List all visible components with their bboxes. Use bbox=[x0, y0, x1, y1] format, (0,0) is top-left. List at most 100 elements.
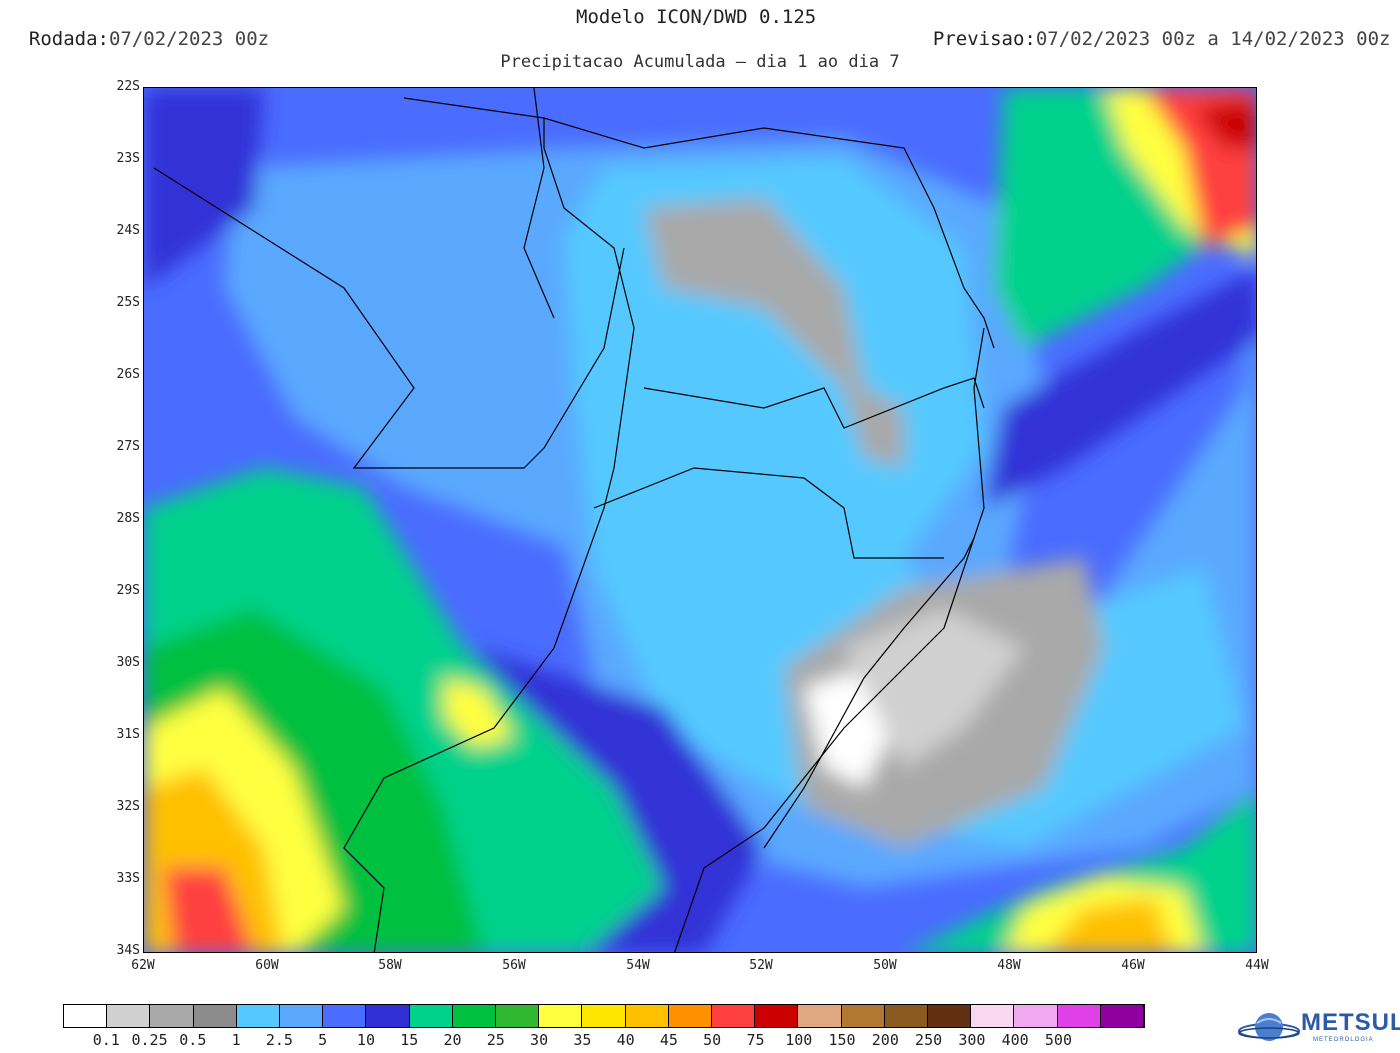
legend-swatch bbox=[409, 1005, 453, 1027]
legend-label: 30 bbox=[530, 1031, 549, 1049]
border-line bbox=[674, 327, 985, 952]
legend-swatch bbox=[280, 1005, 324, 1027]
legend-swatch bbox=[971, 1005, 1015, 1027]
legend-label: 50 bbox=[703, 1031, 722, 1049]
legend-label: 0.5 bbox=[179, 1031, 207, 1049]
lat-tick-label: 28S bbox=[116, 511, 140, 526]
lat-tick-label: 26S bbox=[116, 367, 140, 382]
legend-swatch bbox=[1100, 1005, 1145, 1027]
lon-tick-label: 58W bbox=[378, 958, 402, 973]
legend-swatch bbox=[539, 1005, 583, 1027]
band-0.5-center bbox=[644, 198, 904, 468]
lon-tick-label: 44W bbox=[1245, 958, 1269, 973]
band-10-east bbox=[984, 269, 1256, 508]
legend-label: 150 bbox=[828, 1031, 856, 1049]
lat-tick-label: 30S bbox=[116, 655, 140, 670]
previsao-value: 07/02/2023 00z a 14/02/2023 00z bbox=[1035, 28, 1391, 50]
legend-swatch bbox=[712, 1005, 756, 1027]
legend-swatch bbox=[107, 1005, 151, 1027]
legend-swatch bbox=[841, 1005, 885, 1027]
metsul-logo: METSUL METEOROLOGIA bbox=[1235, 1005, 1400, 1049]
legend-label: 200 bbox=[871, 1031, 899, 1049]
band-yellow-pampa bbox=[444, 678, 514, 748]
rodada: Rodada:07/02/2023 00z bbox=[6, 6, 269, 50]
legend-label: 10 bbox=[356, 1031, 375, 1049]
legend-label: 20 bbox=[443, 1031, 462, 1049]
rodada-value: 07/02/2023 00z bbox=[108, 28, 270, 50]
legend-swatch bbox=[323, 1005, 367, 1027]
legend-label: 100 bbox=[785, 1031, 813, 1049]
lat-tick-label: 24S bbox=[116, 223, 140, 238]
legend-swatch bbox=[798, 1005, 842, 1027]
legend-label: 35 bbox=[573, 1031, 592, 1049]
border-line bbox=[643, 377, 985, 429]
legend-label: 400 bbox=[1001, 1031, 1029, 1049]
lon-tick-label: 60W bbox=[255, 958, 279, 973]
legend-swatch bbox=[625, 1005, 669, 1027]
lon-tick-label: 56W bbox=[502, 958, 526, 973]
logo-tagline: METEOROLOGIA bbox=[1313, 1037, 1374, 1043]
legend-swatch bbox=[193, 1005, 237, 1027]
lat-tick-label: 22S bbox=[116, 79, 140, 94]
border-line bbox=[523, 88, 555, 319]
legend-swatch bbox=[64, 1005, 108, 1027]
legend-label: 500 bbox=[1044, 1031, 1072, 1049]
lon-tick-label: 50W bbox=[873, 958, 897, 973]
legend-label: 40 bbox=[616, 1031, 635, 1049]
legend-label: 2.5 bbox=[265, 1031, 293, 1049]
legend-swatch bbox=[366, 1005, 410, 1027]
lat-tick-label: 31S bbox=[116, 727, 140, 742]
legend-swatch bbox=[755, 1005, 799, 1027]
legend-label: 0.25 bbox=[131, 1031, 168, 1049]
globe-icon bbox=[1238, 1013, 1300, 1041]
legend-label: 1 bbox=[231, 1031, 241, 1049]
lon-tick-label: 54W bbox=[626, 958, 650, 973]
legend-label: 300 bbox=[958, 1031, 986, 1049]
lat-tick-label: 23S bbox=[116, 151, 140, 166]
legend-swatch bbox=[1014, 1005, 1058, 1027]
border-line bbox=[403, 97, 995, 349]
lon-tick-label: 48W bbox=[997, 958, 1021, 973]
borders bbox=[153, 88, 995, 952]
band-50-west bbox=[164, 868, 254, 952]
lat-tick-label: 33S bbox=[116, 871, 140, 886]
coast-line bbox=[763, 537, 975, 849]
legend-swatch bbox=[236, 1005, 281, 1027]
rodada-label: Rodada: bbox=[28, 28, 109, 50]
lat-tick-label: 29S bbox=[116, 583, 140, 598]
precipitation-field bbox=[144, 88, 1256, 952]
band-10-west bbox=[144, 88, 264, 288]
band-40-se bbox=[1045, 898, 1174, 952]
legend-swatch bbox=[150, 1005, 194, 1027]
precipitation-map bbox=[143, 87, 1257, 953]
border-line bbox=[343, 118, 635, 952]
lon-tick-label: 62W bbox=[131, 958, 155, 973]
legend-label: 5 bbox=[318, 1031, 328, 1049]
lat-tick-label: 34S bbox=[116, 943, 140, 958]
lat-tick-label: 27S bbox=[116, 439, 140, 454]
legend-swatch bbox=[668, 1005, 713, 1027]
legend-swatch bbox=[928, 1005, 972, 1027]
previsao-label: Previsao: bbox=[932, 28, 1036, 50]
previsao: Previsao:07/02/2023 00z a 14/02/2023 00z bbox=[910, 6, 1391, 50]
legend-label: 15 bbox=[400, 1031, 419, 1049]
legend-label: 75 bbox=[746, 1031, 765, 1049]
legend-label: 250 bbox=[915, 1031, 943, 1049]
lon-tick-label: 52W bbox=[749, 958, 773, 973]
legend-swatch bbox=[582, 1005, 626, 1027]
lat-tick-label: 32S bbox=[116, 799, 140, 814]
band-75-ne bbox=[1194, 98, 1256, 148]
legend-label: 45 bbox=[659, 1031, 678, 1049]
band-0.25-coast bbox=[844, 608, 1024, 768]
lat-tick-label: 25S bbox=[116, 295, 140, 310]
legend-swatch bbox=[1057, 1005, 1101, 1027]
logo-brand: METSUL bbox=[1301, 1009, 1400, 1036]
legend-label: 25 bbox=[486, 1031, 505, 1049]
lon-tick-label: 46W bbox=[1121, 958, 1145, 973]
legend-swatch bbox=[496, 1005, 540, 1027]
legend-label: 0.1 bbox=[92, 1031, 120, 1049]
legend-swatch bbox=[884, 1005, 929, 1027]
border-line bbox=[153, 167, 625, 469]
model-title: Modelo ICON/DWD 0.125 bbox=[576, 6, 817, 28]
legend-swatch bbox=[452, 1005, 497, 1027]
